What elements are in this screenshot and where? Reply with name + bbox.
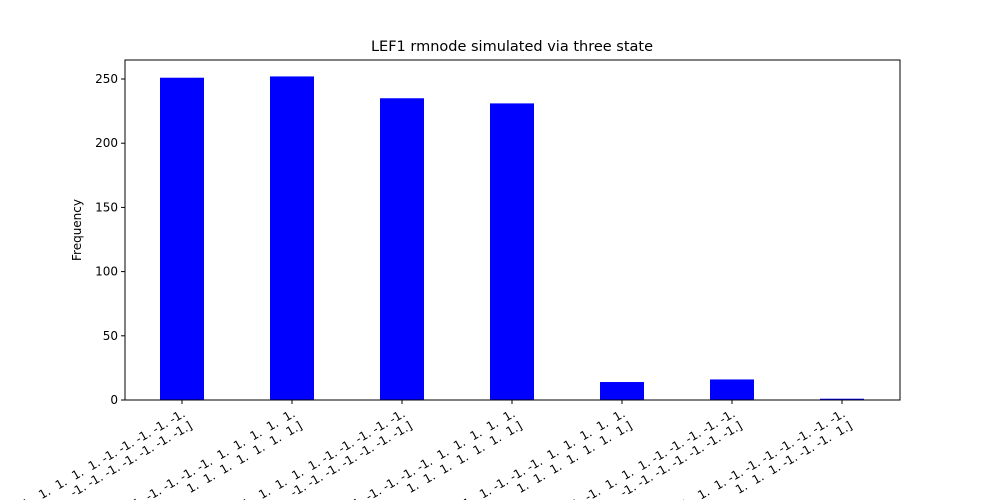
chart-title: LEF1 rmnode simulated via three state <box>371 39 653 55</box>
y-tick-label: 100 <box>95 265 118 279</box>
y-axis-label: Frequency <box>70 199 84 261</box>
bar <box>710 379 754 400</box>
bar <box>380 98 424 400</box>
y-tick-label: 150 <box>95 200 118 214</box>
plot-frame <box>124 59 901 401</box>
y-tick-label: 250 <box>95 72 118 86</box>
y-tick-label: 200 <box>95 136 118 150</box>
bar <box>600 382 644 400</box>
y-tick-label: 50 <box>103 329 118 343</box>
y-tick-label: 0 <box>110 393 118 407</box>
bar <box>270 76 314 400</box>
bar <box>160 77 204 401</box>
bar <box>820 398 864 400</box>
x-tick-label-line: 1. 1. 1. -1. -1. -1. 1.] <box>726 419 854 500</box>
bar <box>490 103 534 400</box>
